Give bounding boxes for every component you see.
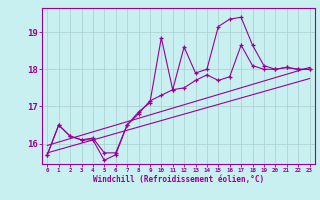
X-axis label: Windchill (Refroidissement éolien,°C): Windchill (Refroidissement éolien,°C) [93,175,264,184]
